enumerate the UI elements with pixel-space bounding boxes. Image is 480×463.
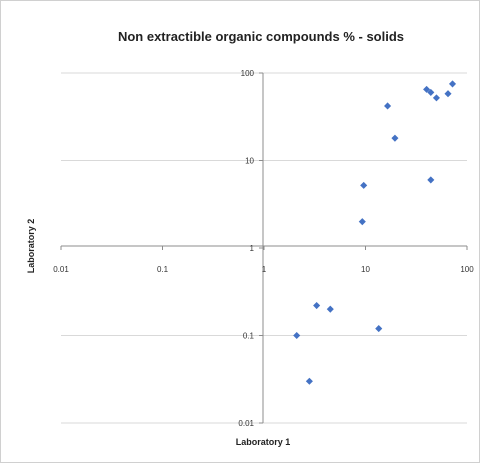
data-point-0 — [293, 331, 301, 340]
data-point-10 — [427, 88, 435, 96]
y-tick-label-3: 10 — [245, 157, 254, 166]
data-points — [293, 80, 457, 385]
y-tick-label-1: 0.1 — [243, 332, 255, 341]
x-axis-title: Laboratory 1 — [236, 437, 291, 447]
y-tick-label-0: 0.01 — [238, 419, 254, 428]
chart-title: Non extractible organic compounds % - so… — [118, 29, 404, 44]
y-axis-title: Laboratory 2 — [26, 219, 36, 274]
data-point-3 — [326, 305, 334, 313]
x-tick-label-2: 1 — [262, 265, 267, 274]
y-tick-label-4: 100 — [241, 69, 255, 78]
data-point-2 — [313, 302, 321, 310]
data-point-12 — [432, 94, 440, 102]
gridlines — [61, 72, 467, 424]
data-point-6 — [375, 325, 383, 333]
data-point-11 — [427, 176, 435, 184]
data-point-5 — [360, 181, 368, 189]
data-point-8 — [391, 134, 399, 142]
data-point-4 — [358, 218, 366, 226]
x-axis-ticks: 0.01 0.1 1 10 100 — [53, 246, 474, 274]
x-tick-label-1: 0.1 — [157, 265, 169, 274]
y-tick-label-2: 1 — [250, 244, 255, 253]
data-point-13 — [444, 90, 452, 98]
data-point-7 — [384, 102, 392, 110]
x-tick-label-0: 0.01 — [53, 265, 69, 274]
data-point-1 — [305, 377, 313, 385]
x-tick-label-4: 100 — [460, 265, 474, 274]
data-point-9 — [423, 85, 431, 93]
y-axis-ticks: 0.01 0.1 1 10 100 — [238, 69, 263, 428]
x-tick-label-3: 10 — [361, 265, 370, 274]
data-point-14 — [448, 80, 457, 88]
